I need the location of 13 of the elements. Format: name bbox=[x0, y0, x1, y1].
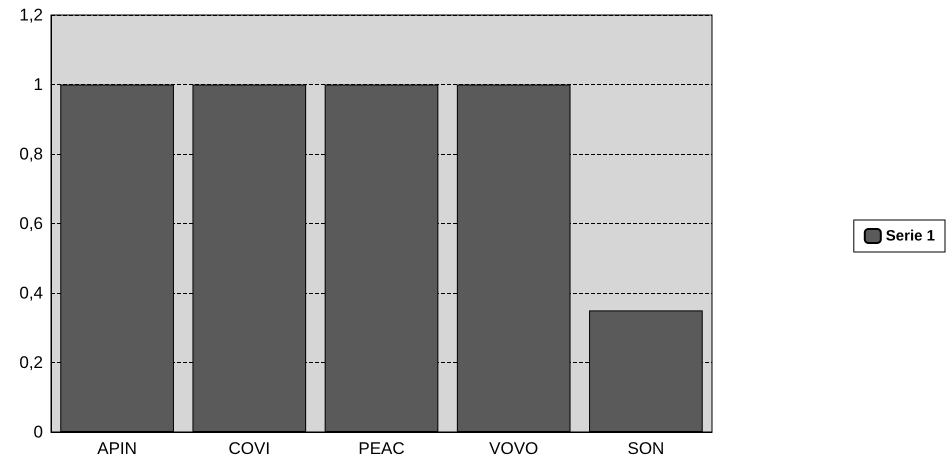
y-tick-label: 1,2 bbox=[19, 6, 43, 24]
y-tick-label: 1 bbox=[34, 75, 43, 94]
legend-label: Serie 1 bbox=[886, 228, 936, 244]
y-tick-label: 0,6 bbox=[19, 214, 43, 233]
x-tick-label: COVI bbox=[228, 439, 270, 458]
y-tick-label: 0,2 bbox=[19, 353, 43, 372]
x-tick-label: APIN bbox=[97, 439, 137, 458]
x-tick-label: SON bbox=[627, 439, 664, 458]
x-tick-label: PEAC bbox=[358, 439, 405, 458]
y-tick-label: 0,4 bbox=[19, 284, 43, 302]
y-tick-label: 0 bbox=[34, 422, 43, 442]
y-tick-label: 0,8 bbox=[19, 144, 43, 164]
x-tick-label: VOVO bbox=[489, 439, 538, 458]
